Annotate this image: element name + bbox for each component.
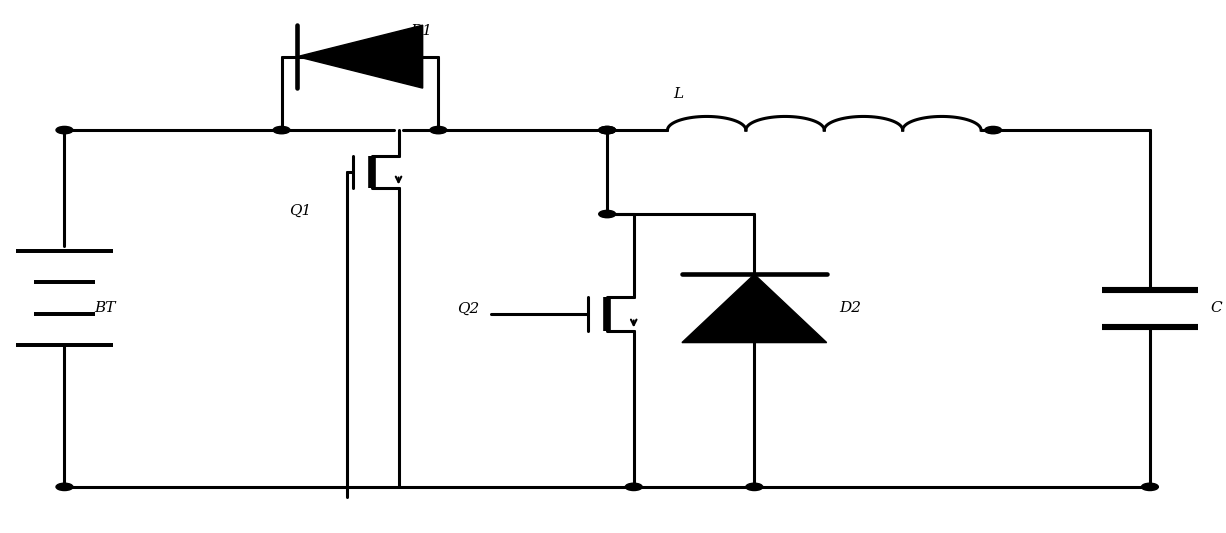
Text: Q2: Q2 [457, 302, 479, 316]
Text: L: L [673, 87, 684, 101]
Circle shape [56, 126, 72, 134]
Circle shape [598, 211, 615, 217]
Text: Q1: Q1 [289, 204, 311, 217]
Circle shape [598, 126, 615, 134]
Circle shape [984, 126, 1002, 134]
Circle shape [56, 483, 72, 490]
Circle shape [598, 126, 615, 134]
Polygon shape [297, 25, 423, 88]
Circle shape [273, 126, 291, 134]
Circle shape [430, 126, 446, 134]
Text: D1: D1 [411, 25, 433, 38]
Polygon shape [682, 274, 826, 343]
Text: C: C [1210, 302, 1222, 316]
Circle shape [625, 483, 642, 490]
Text: D2: D2 [839, 302, 861, 316]
Text: BT: BT [94, 302, 116, 316]
Circle shape [745, 483, 763, 490]
Circle shape [1141, 483, 1159, 490]
